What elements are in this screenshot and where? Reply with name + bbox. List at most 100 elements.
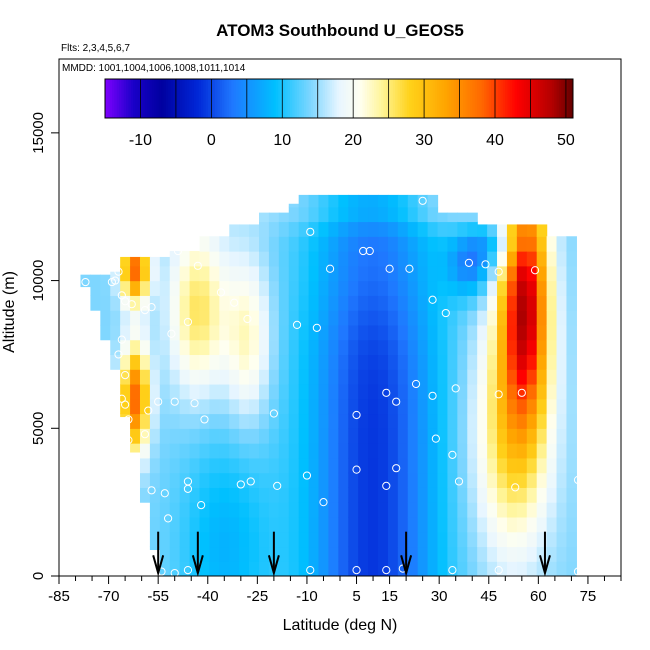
heatmap-cell <box>368 516 379 533</box>
colorbar-segment <box>135 79 139 118</box>
heatmap-cell <box>249 546 260 562</box>
colorbar-segment <box>142 79 146 118</box>
colorbar-segment <box>406 79 410 118</box>
colorbar-segment <box>439 79 443 118</box>
heatmap-cell <box>477 280 488 296</box>
observation-point <box>236 480 245 489</box>
heatmap-cell <box>149 502 161 518</box>
observation-point <box>448 450 457 459</box>
heatmap-cell <box>149 265 161 282</box>
heatmap-cell <box>130 369 141 385</box>
heatmap-cell <box>308 383 320 400</box>
heatmap-cell <box>417 295 429 311</box>
heatmap-cell <box>487 398 498 415</box>
heatmap-cell <box>219 502 230 518</box>
observation-point <box>163 514 173 523</box>
colorbar-segment <box>175 79 179 118</box>
observation-point <box>193 261 202 270</box>
heatmap-cell <box>199 561 211 576</box>
heatmap-cell <box>437 561 449 576</box>
heatmap-cell <box>477 398 488 415</box>
colorbar-segment <box>219 79 223 118</box>
heatmap-cell <box>447 472 458 488</box>
colorbar-segment <box>303 79 307 118</box>
heatmap-cell <box>417 502 429 518</box>
heatmap-cell <box>298 502 310 518</box>
heatmap-cell <box>328 398 339 415</box>
heatmap-cell <box>516 354 528 370</box>
heatmap-cell <box>159 369 171 385</box>
heatmap-cell <box>278 428 290 444</box>
heatmap-cell <box>397 280 409 296</box>
heatmap-cell <box>239 561 250 576</box>
colorbar-segment <box>247 79 251 118</box>
heatmap-cell <box>110 339 121 356</box>
heatmap-cell <box>487 236 498 252</box>
heatmap-cell <box>149 354 161 370</box>
heatmap-cell <box>219 472 230 488</box>
observation-point <box>140 306 150 315</box>
heatmap-cell <box>338 428 349 444</box>
colorbar-segment <box>519 79 523 118</box>
heatmap-cell <box>457 516 468 533</box>
heatmap-cell <box>378 310 389 326</box>
heatmap-cell <box>387 354 399 370</box>
heatmap-cell <box>497 516 508 533</box>
heatmap-cell <box>110 324 121 341</box>
heatmap-cell <box>80 280 92 288</box>
colorbar-segment <box>350 79 354 118</box>
heatmap-cell <box>477 310 488 326</box>
colorbar-segment <box>444 79 448 118</box>
heatmap-cell <box>497 383 508 400</box>
heatmap-cell <box>427 383 439 400</box>
colorbar-segment <box>474 79 478 118</box>
colorbar-segment <box>413 79 417 118</box>
heatmap-cell <box>447 324 458 341</box>
heatmap-cell <box>189 324 201 341</box>
heatmap-cell <box>546 502 558 518</box>
x-tick-label: -85 <box>48 588 70 605</box>
heatmap-cell <box>219 561 230 576</box>
colorbar-segment <box>383 79 387 118</box>
observation-point <box>441 308 450 318</box>
heatmap-cell <box>526 224 538 237</box>
heatmap-cell <box>308 354 320 370</box>
heatmap-cell <box>179 531 191 548</box>
heatmap-cell <box>506 413 518 429</box>
heatmap-cell <box>526 428 538 444</box>
heatmap-cell <box>278 265 290 282</box>
heatmap-cell <box>378 251 389 267</box>
heatmap-cell <box>427 546 439 562</box>
observation-point <box>68 277 77 287</box>
heatmap-cell <box>139 472 151 488</box>
heatmap-cell <box>348 531 359 548</box>
heatmap-cell <box>457 443 468 459</box>
heatmap-cell <box>249 251 260 267</box>
heatmap-cell <box>546 428 558 444</box>
heatmap-cell <box>338 443 349 459</box>
observation-point <box>451 384 460 393</box>
heatmap-cell <box>348 487 359 503</box>
heatmap-cell <box>278 531 290 548</box>
colorbar-segment <box>533 79 537 118</box>
heatmap-cell <box>338 280 349 296</box>
heatmap-cell <box>457 221 468 237</box>
heatmap-cell <box>407 236 419 252</box>
y-tick-label: 15000 <box>30 112 47 154</box>
heatmap-cell <box>219 369 230 385</box>
heatmap-cell <box>447 531 458 548</box>
heatmap-cell <box>368 251 379 267</box>
colorbar-segment <box>292 79 296 118</box>
heatmap-cell <box>387 251 399 267</box>
heatmap-cell <box>417 280 429 296</box>
heatmap-cell <box>239 457 250 474</box>
heatmap-cell <box>358 546 369 562</box>
colorbar-segment <box>507 79 511 118</box>
heatmap-cell <box>318 251 330 267</box>
heatmap-cell <box>387 531 399 548</box>
heatmap-cell <box>467 236 478 252</box>
heatmap-cell <box>189 457 201 474</box>
heatmap-cell <box>268 251 280 267</box>
heatmap-cell <box>437 443 449 459</box>
heatmap-cell <box>526 487 538 503</box>
